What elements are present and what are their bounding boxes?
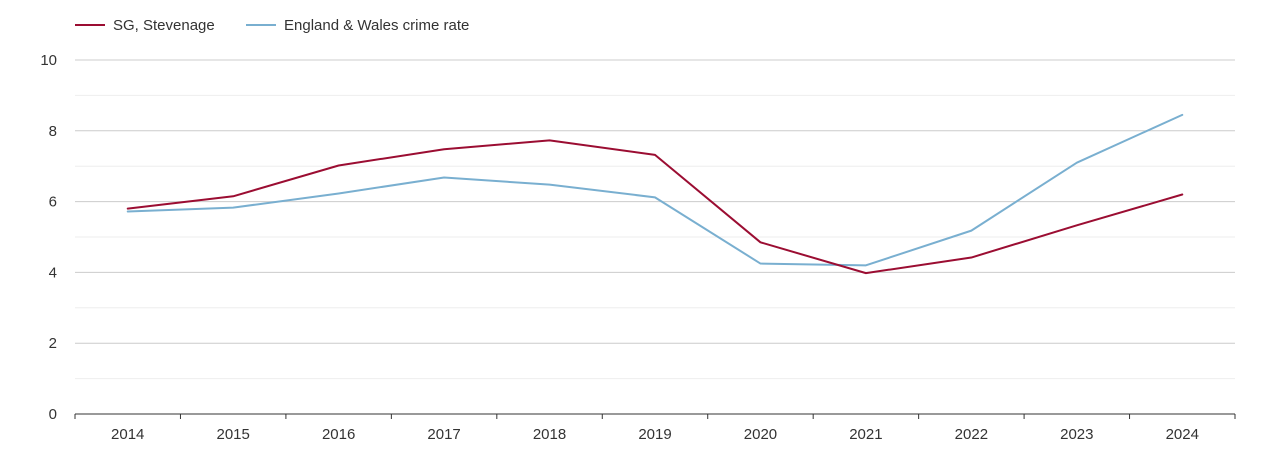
y-tick-label: 10 bbox=[40, 52, 57, 69]
y-tick-label: 6 bbox=[49, 194, 57, 211]
x-tick-label: 2018 bbox=[533, 426, 566, 443]
x-axis: 2014 2015 2016 2017 2018 2019 2020 2021 2022 2023… bbox=[74, 413, 1236, 443]
legend-item[interactable]: SG, Stevenage bbox=[75, 17, 215, 34]
legend-label: SG, Stevenage bbox=[113, 17, 215, 34]
series-line-0 bbox=[126, 139, 1184, 275]
x-tick-label: 2017 bbox=[427, 426, 460, 443]
y-axis-tick-labels: 0 2 4 6 8 10 bbox=[40, 52, 57, 423]
x-tick-label: 2019 bbox=[638, 426, 671, 443]
x-tick-label: 2023 bbox=[1060, 426, 1093, 443]
series-lines bbox=[126, 113, 1184, 275]
gridlines bbox=[75, 59, 1235, 380]
x-tick-label: 2022 bbox=[955, 426, 988, 443]
x-tick-label: 2024 bbox=[1166, 426, 1199, 443]
x-tick-label: 2014 bbox=[111, 426, 144, 443]
y-tick-label: 0 bbox=[49, 406, 57, 423]
x-tick-label: 2020 bbox=[744, 426, 777, 443]
y-tick-label: 2 bbox=[49, 335, 57, 352]
series-line-1 bbox=[126, 113, 1184, 267]
x-tick-label: 2015 bbox=[216, 426, 249, 443]
x-tick-label: 2021 bbox=[849, 426, 882, 443]
legend-label: England & Wales crime rate bbox=[284, 17, 469, 34]
y-tick-label: 4 bbox=[49, 264, 57, 281]
legend: SG, Stevenage England & Wales crime rate bbox=[75, 17, 469, 34]
legend-item[interactable]: England & Wales crime rate bbox=[246, 17, 469, 34]
x-tick-label: 2016 bbox=[322, 426, 355, 443]
y-tick-label: 8 bbox=[49, 123, 57, 140]
